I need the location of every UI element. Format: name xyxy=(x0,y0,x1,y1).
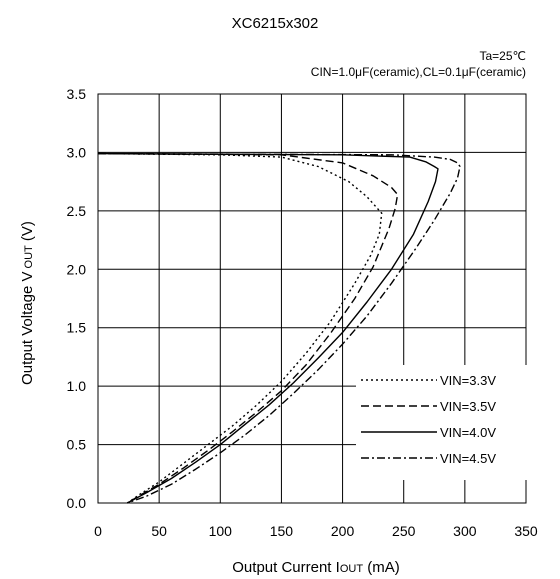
legend-label: VIN=4.5V xyxy=(440,451,496,466)
chart-subtitle-conditions: CIN=1.0μF(ceramic),CL=0.1μF(ceramic) xyxy=(311,65,526,79)
series-group xyxy=(97,152,461,504)
x-tick-label: 0 xyxy=(94,523,102,539)
y-axis-label-unit: (V) xyxy=(19,221,36,245)
legend: VIN=3.3V VIN=3.5V VIN=4.0V VIN=4.5V xyxy=(356,365,528,480)
x-tick-label: 100 xyxy=(209,523,233,539)
y-tick-label: 1.0 xyxy=(67,378,87,394)
x-tick-label: 150 xyxy=(270,523,294,539)
chart-subtitle-ta: Ta=25℃ xyxy=(479,49,526,63)
x-axis-label-sub: OUT xyxy=(340,563,364,575)
y-axis-label: Output Voltage V OUT (V) xyxy=(19,221,36,385)
y-tick-label: 2.0 xyxy=(67,261,87,277)
series-line xyxy=(97,152,399,504)
x-axis-label: Output Current IOUT (mA) xyxy=(232,559,399,576)
legend-label: VIN=3.3V xyxy=(440,373,496,388)
x-axis-label-main: Output Current I xyxy=(232,559,340,576)
grid xyxy=(97,93,527,504)
series-line xyxy=(97,152,461,504)
x-tick-label: 50 xyxy=(151,523,167,539)
x-tick-labels: 0 50 100 150 200 250 300 350 xyxy=(94,523,538,539)
x-tick-label: 350 xyxy=(514,523,538,539)
plot-area xyxy=(97,93,527,504)
y-axis-label-sub: OUT xyxy=(23,245,35,272)
y-tick-label: 0.5 xyxy=(67,437,87,453)
x-tick-label: 250 xyxy=(392,523,416,539)
x-tick-label: 300 xyxy=(453,523,477,539)
series-line xyxy=(97,152,383,504)
y-tick-label: 0.0 xyxy=(67,495,87,511)
y-tick-labels: 0.0 0.5 1.0 1.5 2.0 2.5 3.0 3.5 xyxy=(67,86,87,511)
y-tick-label: 1.5 xyxy=(67,320,87,336)
y-tick-label: 2.5 xyxy=(67,203,87,219)
legend-label: VIN=4.0V xyxy=(440,425,496,440)
series-line xyxy=(97,152,439,504)
y-tick-label: 3.5 xyxy=(67,86,87,102)
x-tick-label: 200 xyxy=(331,523,355,539)
legend-background xyxy=(356,365,528,480)
y-axis-label-main: Output Voltage V xyxy=(19,272,36,385)
y-tick-label: 3.0 xyxy=(67,144,87,160)
chart-title: XC6215x302 xyxy=(232,15,319,32)
legend-label: VIN=3.5V xyxy=(440,399,496,414)
x-axis-label-unit: (mA) xyxy=(363,559,400,576)
